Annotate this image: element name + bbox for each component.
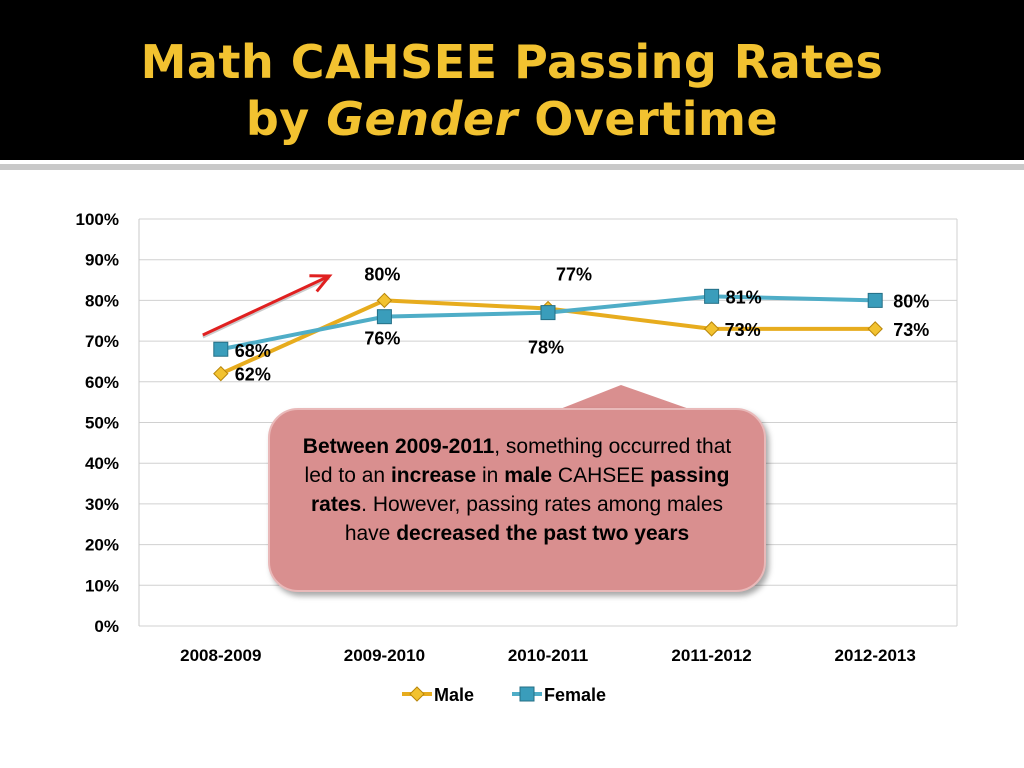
data-label-male: 73%	[893, 320, 929, 340]
y-tick-label: 30%	[85, 495, 119, 514]
data-label-female: 76%	[364, 329, 400, 349]
male-marker	[213, 365, 229, 382]
female-marker	[540, 305, 556, 321]
title-emphasis: Gender	[326, 92, 518, 146]
title-divider	[0, 164, 1024, 170]
y-axis-ticks: 0% 10% 20% 30% 40% 50% 60% 70% 80% 90% 100%	[76, 210, 119, 636]
data-label-female: 77%	[556, 265, 592, 285]
title-bar: Math CAHSEE Passing Rates by Gender Over…	[0, 0, 1024, 160]
callout-bold-5: male	[504, 464, 553, 487]
data-label-female: 68%	[235, 341, 271, 361]
y-tick-label: 0%	[94, 617, 119, 636]
series-markers	[213, 288, 883, 382]
data-label-male: 73%	[725, 320, 761, 340]
slide-title-line1: Math CAHSEE Passing Rates	[140, 35, 884, 89]
trend-arrow	[202, 274, 333, 339]
y-tick-label: 80%	[85, 291, 119, 310]
female-marker	[376, 309, 392, 325]
arrow-shadow	[202, 276, 331, 339]
y-tick-label: 100%	[76, 210, 119, 229]
callout-tail	[555, 385, 695, 411]
data-label-male: 80%	[364, 264, 400, 284]
title-suffix: Overtime	[517, 92, 779, 146]
x-tick-label: 2010-2011	[508, 646, 588, 665]
y-tick-label: 40%	[85, 454, 119, 473]
callout-bold-9: decreased the past two years	[396, 522, 690, 545]
male-marker	[703, 321, 720, 337]
y-tick-label: 90%	[85, 251, 119, 270]
female-marker	[213, 341, 229, 357]
data-labels: 62% 80% 78% 73% 73% 68% 76% 77% 81% 80%	[235, 264, 929, 384]
x-axis-ticks: 2008-2009 2009-2010 2010-2011 2011-2012 2012…	[180, 646, 916, 665]
data-label-male: 78%	[528, 338, 564, 358]
male-marker	[867, 321, 883, 337]
x-tick-label: 2011-2012	[671, 646, 751, 665]
slide-title-line2: by Gender Overtime	[0, 92, 1024, 146]
callout-bold-1: Between 2009-2011	[302, 435, 495, 458]
callout-text-6: CAHSEE	[552, 464, 651, 487]
legend-label-female: Female	[544, 685, 606, 705]
data-label-male: 62%	[235, 365, 271, 385]
callout-bold-7: passing rates	[310, 464, 730, 516]
y-tick-label: 70%	[85, 332, 119, 351]
x-tick-label: 2008-2009	[180, 646, 261, 665]
male-marker	[376, 292, 393, 309]
data-label-female: 81%	[726, 287, 762, 307]
arrow-shaft	[202, 274, 331, 337]
legend: Male Female	[402, 685, 606, 705]
female-marker	[704, 288, 720, 304]
arrow-head	[309, 274, 333, 293]
y-tick-label: 50%	[85, 414, 119, 433]
legend-label-male: Male	[434, 685, 474, 705]
y-tick-label: 20%	[85, 536, 119, 555]
callout-text-4: in	[476, 464, 505, 487]
callout-text-2: , something occurred that led to an	[304, 435, 732, 487]
female-marker	[867, 292, 883, 308]
x-tick-label: 2009-2010	[344, 646, 425, 665]
data-label-female: 80%	[893, 291, 929, 311]
callout-text-8: . However, passing rates among males hav…	[344, 493, 724, 545]
y-tick-label: 60%	[85, 373, 119, 392]
legend-marker-female	[519, 686, 535, 702]
title-prefix: by	[245, 92, 327, 146]
callout-bold-3: increase	[390, 464, 477, 487]
callout-box: Between 2009-2011, something occurred th…	[268, 408, 766, 592]
legend-marker-male	[409, 686, 425, 702]
x-tick-label: 2012-2013	[835, 646, 916, 665]
y-tick-label: 10%	[85, 576, 119, 595]
